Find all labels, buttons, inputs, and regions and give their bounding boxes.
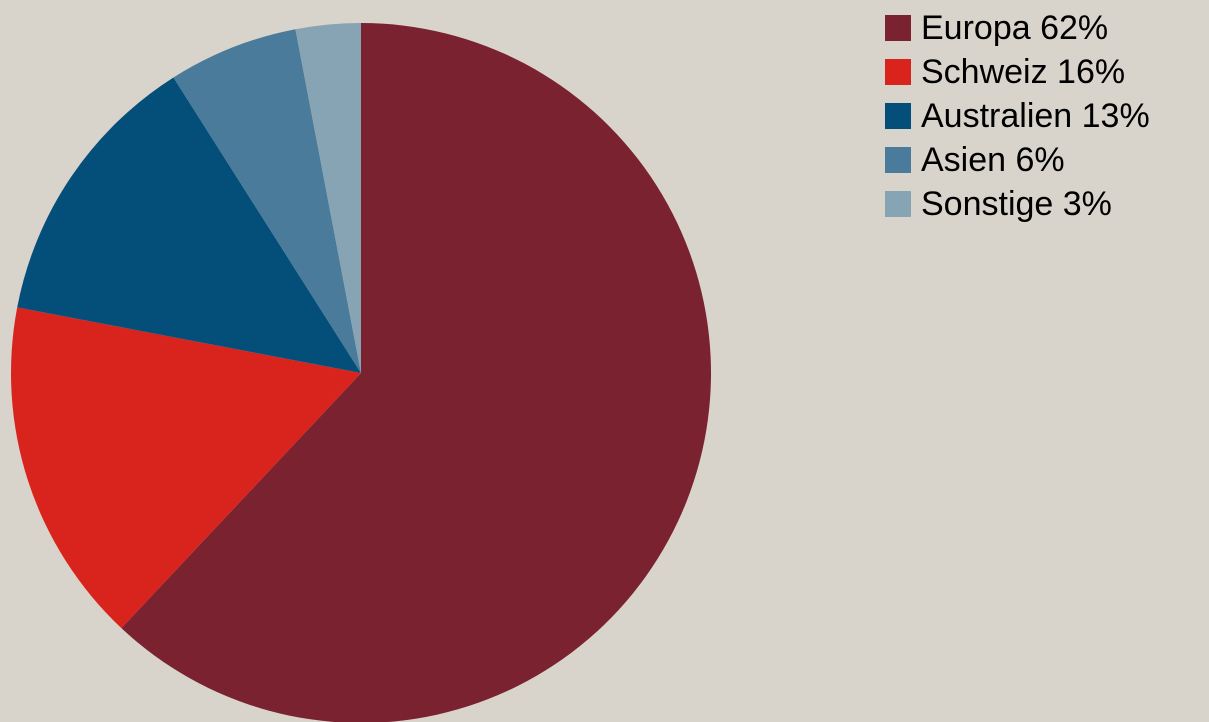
legend-item: Europa 62% <box>885 6 1150 50</box>
legend-swatch-icon <box>885 15 911 41</box>
legend-label: Sonstige 3% <box>921 185 1112 223</box>
pie-slice-asien <box>173 29 361 373</box>
pie-slice-australien <box>17 77 361 374</box>
pie-slices <box>11 23 711 722</box>
legend-swatch-icon <box>885 103 911 129</box>
legend-item: Schweiz 16% <box>885 50 1150 94</box>
legend-label: Australien 13% <box>921 97 1150 135</box>
legend-item: Asien 6% <box>885 138 1150 182</box>
legend-swatch-icon <box>885 147 911 173</box>
legend-swatch-icon <box>885 59 911 85</box>
legend: Europa 62% Schweiz 16% Australien 13% As… <box>885 6 1150 226</box>
pie-slice-sonstige <box>295 23 361 373</box>
legend-label: Asien 6% <box>921 141 1065 179</box>
legend-label: Europa 62% <box>921 9 1109 47</box>
pie-slice-europa <box>121 23 711 722</box>
legend-swatch-icon <box>885 191 911 217</box>
legend-label: Schweiz 16% <box>921 53 1126 91</box>
legend-item: Sonstige 3% <box>885 182 1150 226</box>
legend-item: Australien 13% <box>885 94 1150 138</box>
pie-slice-schweiz <box>11 307 362 629</box>
